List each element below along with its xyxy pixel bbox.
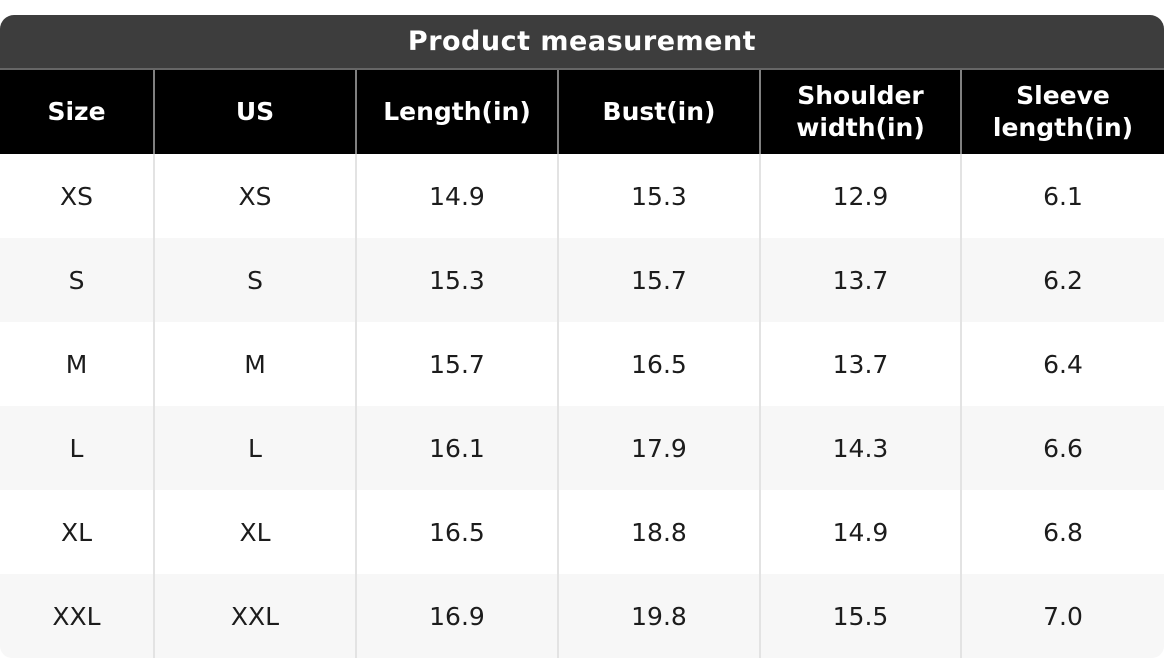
column-header: Sleeve length(in): [960, 70, 1164, 154]
table-cell: 16.9: [355, 574, 557, 658]
measurement-card: Product measurement Size US Length(in) Bust…: [0, 15, 1164, 658]
table-cell: 12.9: [759, 154, 960, 238]
table-row: XS XS 14.9 15.3 12.9 6.1: [0, 154, 1164, 238]
table-title-bar: Product measurement: [0, 15, 1164, 70]
table-cell: XS: [153, 154, 355, 238]
table-cell: L: [153, 406, 355, 490]
column-header: Length(in): [355, 70, 557, 154]
table-cell: 14.3: [759, 406, 960, 490]
table-cell: S: [153, 238, 355, 322]
table-cell: 13.7: [759, 322, 960, 406]
table-cell: 6.4: [960, 322, 1164, 406]
table-cell: 14.9: [355, 154, 557, 238]
table-title: Product measurement: [407, 26, 757, 57]
table-cell: 6.6: [960, 406, 1164, 490]
table-cell: 15.7: [557, 238, 759, 322]
table-cell: S: [0, 238, 153, 322]
table-row: XXL XXL 16.9 19.8 15.5 7.0: [0, 574, 1164, 658]
column-header: Size: [0, 70, 153, 154]
table-cell: 6.1: [960, 154, 1164, 238]
table-cell: 15.3: [557, 154, 759, 238]
measurement-table: Size US Length(in) Bust(in) Shoulder width(i…: [0, 70, 1164, 658]
table-cell: 16.1: [355, 406, 557, 490]
table-cell: 15.5: [759, 574, 960, 658]
table-header: Size US Length(in) Bust(in) Shoulder width(i…: [0, 70, 1164, 154]
table-cell: XS: [0, 154, 153, 238]
table-row: L L 16.1 17.9 14.3 6.6: [0, 406, 1164, 490]
table-cell: 15.3: [355, 238, 557, 322]
table-cell: M: [0, 322, 153, 406]
table-row: M M 15.7 16.5 13.7 6.4: [0, 322, 1164, 406]
table-header-row: Size US Length(in) Bust(in) Shoulder width(i…: [0, 70, 1164, 154]
table-cell: 19.8: [557, 574, 759, 658]
table-cell: XXL: [0, 574, 153, 658]
table-cell: 15.7: [355, 322, 557, 406]
table-cell: XXL: [153, 574, 355, 658]
table-body: XS XS 14.9 15.3 12.9 6.1 S S 15.3 15.7 13.7 6.2 M M 15…: [0, 154, 1164, 658]
table-cell: 18.8: [557, 490, 759, 574]
table-cell: XL: [153, 490, 355, 574]
column-header: Bust(in): [557, 70, 759, 154]
table-row: S S 15.3 15.7 13.7 6.2: [0, 238, 1164, 322]
column-header: Shoulder width(in): [759, 70, 960, 154]
column-header: US: [153, 70, 355, 154]
table-cell: 16.5: [557, 322, 759, 406]
table-cell: 6.2: [960, 238, 1164, 322]
table-cell: L: [0, 406, 153, 490]
table-cell: M: [153, 322, 355, 406]
table-cell: XL: [0, 490, 153, 574]
table-row: XL XL 16.5 18.8 14.9 6.8: [0, 490, 1164, 574]
table-cell: 6.8: [960, 490, 1164, 574]
table-cell: 17.9: [557, 406, 759, 490]
table-cell: 16.5: [355, 490, 557, 574]
table-cell: 14.9: [759, 490, 960, 574]
table-cell: 13.7: [759, 238, 960, 322]
table-cell: 7.0: [960, 574, 1164, 658]
